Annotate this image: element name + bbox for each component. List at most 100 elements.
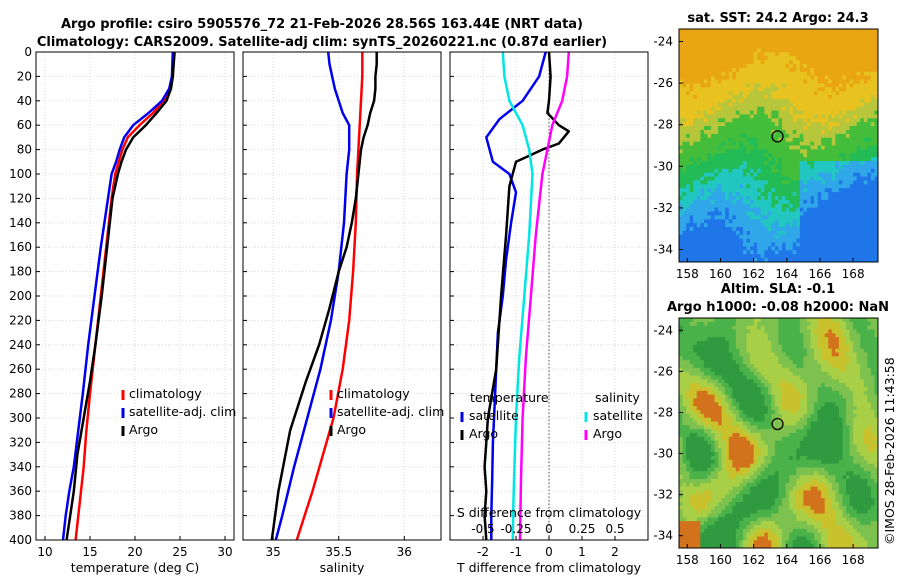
map-cell [842, 188, 847, 193]
map-cell [853, 356, 858, 361]
map-cell [828, 161, 833, 166]
map-cell [682, 371, 687, 376]
map-cell [725, 87, 730, 92]
map-cell [842, 203, 847, 209]
map-cell [835, 227, 840, 232]
x-tick-label: 36 [397, 545, 412, 559]
map-cell [838, 254, 843, 259]
map-cell [721, 48, 726, 53]
map-cell [806, 318, 811, 323]
map-cell [817, 122, 822, 127]
map-cell [721, 352, 726, 357]
map-cell [874, 102, 879, 108]
map-cell [732, 91, 737, 96]
map-cell [799, 71, 804, 76]
map-cell [789, 67, 794, 73]
map-cell [810, 348, 815, 353]
map-cell [767, 102, 772, 108]
map-cell [771, 67, 776, 73]
map-cell [849, 406, 854, 411]
map-cell [774, 223, 779, 228]
map-cell [835, 242, 840, 247]
map-cell [703, 56, 708, 61]
map-cell [742, 149, 747, 154]
map-cell [785, 352, 790, 357]
map-cell [860, 40, 865, 45]
map-cell [682, 75, 687, 80]
map-cell [735, 56, 740, 61]
map-cell [721, 360, 726, 365]
map-cell [806, 234, 811, 240]
map-cell [689, 188, 694, 193]
map-cell [821, 211, 826, 216]
map-cell [750, 223, 755, 228]
map-cell [739, 75, 744, 80]
map-cell [742, 195, 747, 201]
map-cell [735, 379, 740, 384]
map-cell [693, 329, 698, 334]
map-cell [785, 176, 790, 181]
map-cell [838, 176, 843, 181]
map-cell [739, 211, 744, 216]
map-cell [700, 199, 705, 205]
map-cell [828, 250, 833, 255]
map-cell [750, 360, 755, 365]
map-cell [735, 75, 740, 80]
sla-map-panel: 158 160 162 164 166 168-24-26-28-30-32-34Alti… [653, 282, 889, 567]
map-cell [838, 63, 843, 69]
map-cell [750, 337, 755, 342]
map-cell [760, 321, 765, 327]
map-cell [725, 341, 730, 346]
map-cell [728, 161, 733, 166]
map-cell [831, 83, 836, 88]
map-cell [728, 129, 733, 135]
map-cell [679, 398, 683, 403]
map-cell [814, 341, 818, 346]
map-cell [710, 32, 715, 38]
map-cell [693, 157, 698, 162]
map-cell [767, 122, 772, 127]
map-cell [700, 29, 705, 34]
map-cell [863, 242, 868, 247]
map-cell [739, 91, 744, 96]
map-cell [721, 390, 726, 396]
map-cell [856, 149, 861, 154]
map-cell [856, 137, 861, 143]
map-cell [718, 207, 723, 212]
map-cell [746, 67, 751, 73]
map-cell [828, 122, 833, 127]
map-cell [828, 102, 833, 108]
map-cell [739, 40, 744, 45]
map-cell [803, 390, 808, 396]
map-cell [686, 371, 691, 376]
map-cell [682, 95, 687, 100]
map-cell [679, 141, 683, 146]
map-cell [838, 79, 843, 84]
map-cell [742, 246, 747, 251]
map-cell [703, 341, 708, 346]
map-cell [693, 176, 698, 181]
map-cell [863, 145, 868, 150]
map-cell [707, 36, 712, 42]
map-cell [831, 390, 836, 396]
map-cell [831, 110, 836, 115]
map-cell [686, 40, 691, 45]
map-cell [860, 348, 865, 353]
map-cell [824, 258, 829, 263]
map-cell [721, 67, 726, 73]
map-cell [718, 203, 723, 209]
map-cell [785, 83, 790, 88]
map-cell [732, 211, 737, 216]
map-cell [760, 215, 765, 220]
map-cell [721, 356, 726, 361]
map-cell [714, 337, 719, 342]
map-cell [792, 341, 797, 346]
map-cell [735, 195, 740, 201]
map-cell [831, 356, 836, 361]
map-cell [831, 52, 836, 57]
map-cell [703, 176, 708, 181]
map-cell [732, 356, 737, 361]
map-cell [799, 110, 804, 115]
map-cell [774, 195, 779, 201]
map-cell [746, 211, 751, 216]
